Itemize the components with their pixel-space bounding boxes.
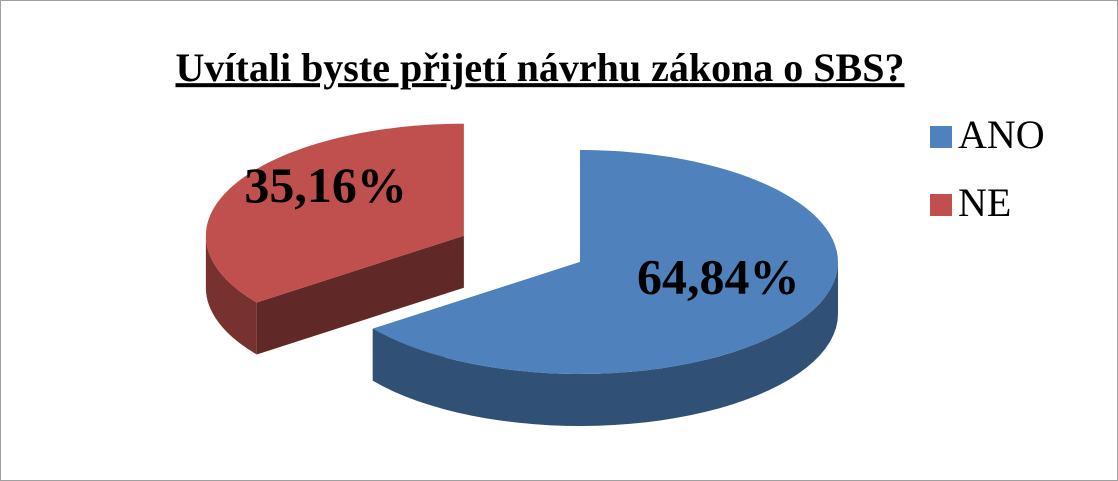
slice-side (256, 235, 464, 355)
chart-title: Uvítali byste přijetí návrhu zákona o SB… (176, 45, 905, 90)
legend-swatch (930, 194, 952, 216)
legend-label: NE (958, 180, 1011, 225)
data-label: 35,16% (244, 157, 407, 213)
legend-label: ANO (958, 112, 1045, 157)
pie-slice (205, 123, 464, 303)
slice-wall (205, 235, 257, 355)
pie-slice (372, 150, 838, 374)
legend-swatch (930, 126, 952, 148)
data-label: 64,84% (637, 249, 800, 305)
slice-wall (372, 262, 838, 426)
